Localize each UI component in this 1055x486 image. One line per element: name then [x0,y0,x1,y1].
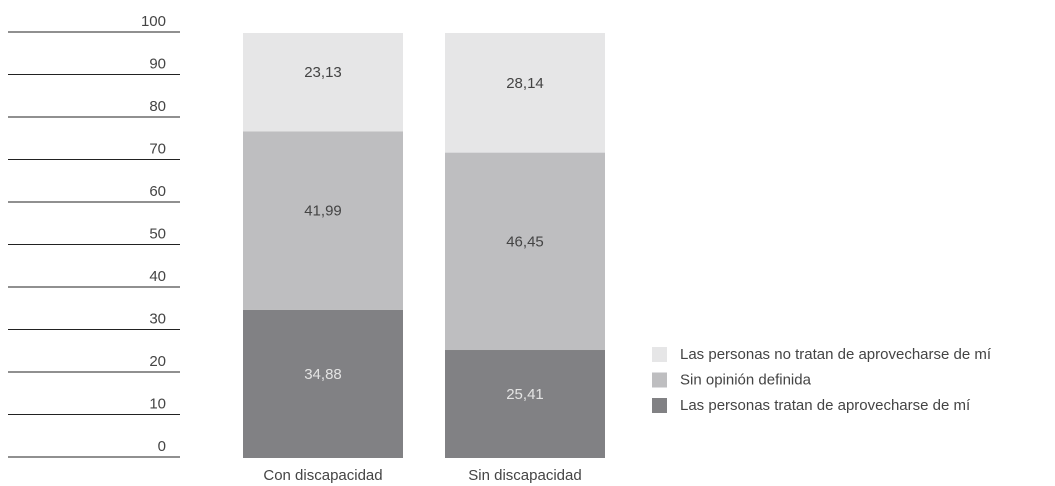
bar-segment [445,33,605,153]
value-label: 23,13 [304,64,342,81]
legend-label: Las personas no tratan de aprovecharse d… [680,346,992,363]
legend-swatch [652,398,667,413]
x-tick-label: Sin discapacidad [468,467,581,484]
y-tick-label: 50 [149,225,166,242]
y-tick-label: 30 [149,310,166,327]
legend-swatch [652,372,667,388]
y-tick-label: 100 [141,13,166,30]
bar-segment [445,152,605,351]
y-tick-label: 40 [149,268,166,285]
y-tick-label: 90 [149,55,166,72]
legend-swatch [652,347,667,362]
legend-label: Sin opinión definida [680,371,812,388]
bar-segment [243,33,403,132]
y-tick-label: 70 [149,140,166,157]
y-tick-label: 0 [158,438,166,455]
bar-segment [243,131,403,310]
value-label: 41,99 [304,203,342,220]
bar-segment [243,309,403,458]
y-tick-label: 20 [149,353,166,370]
bar-segment [445,350,605,458]
y-tick-label: 60 [149,183,166,200]
x-tick-label: Con discapacidad [263,467,382,484]
y-tick-label: 80 [149,98,166,115]
value-label: 28,14 [506,75,544,92]
legend-label: Las personas tratan de aprovecharse de m… [680,397,971,414]
value-label: 46,45 [506,233,544,250]
value-label: 25,41 [506,386,544,403]
value-label: 34,88 [304,366,342,383]
y-tick-label: 10 [149,395,166,412]
